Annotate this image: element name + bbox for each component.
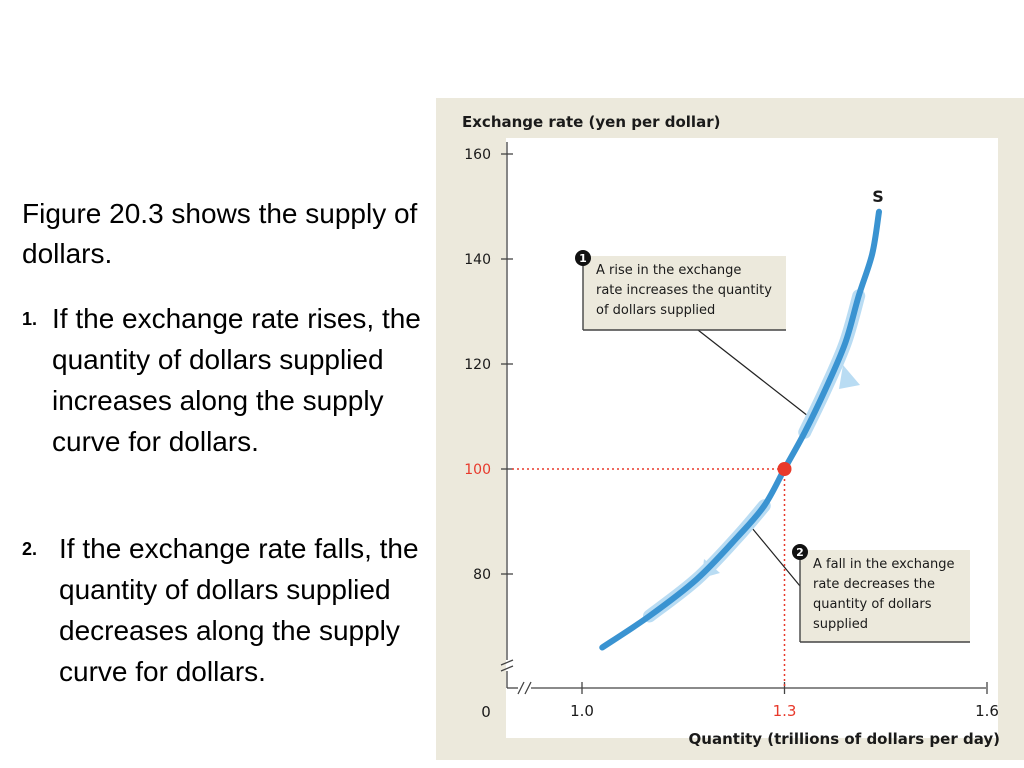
callout-text-line: A fall in the exchange (813, 557, 954, 572)
chart-panel: Exchange rate (yen per dollar) Quantity … (436, 98, 1024, 760)
supply-curve-label: S (872, 187, 884, 206)
y-axis-break (500, 659, 514, 672)
callout-text-line: rate increases the quantity (596, 283, 772, 298)
supply-curve-chart: Exchange rate (yen per dollar) Quantity … (462, 113, 1000, 748)
callout-number: 1 (579, 252, 587, 265)
rise-arrow-head (839, 365, 860, 389)
callout-text-line: supplied (813, 617, 868, 632)
callout-box (800, 550, 970, 642)
y-tick-label: 140 (464, 252, 491, 268)
x-tick-label: 1.6 (975, 702, 999, 720)
callout-number-badge (792, 544, 808, 560)
x-axis-label: Quantity (trillions of dollars per day) (689, 730, 1000, 748)
callout-text-line: quantity of dollars (813, 597, 932, 612)
x-axis-break (517, 681, 532, 695)
callout-leader (697, 329, 809, 417)
point-number: 1. (22, 309, 38, 329)
equilibrium-point (777, 462, 792, 476)
supply-curve-line (599, 208, 882, 651)
slide-text: Figure 20.3 shows the supply of dollars.… (22, 194, 422, 687)
point-number: 2. (22, 539, 38, 559)
callout-rise: 1 A rise in the exchange rate increases th… (575, 250, 809, 417)
callout-box (583, 256, 786, 330)
x-tick-label: 1.0 (570, 702, 594, 720)
callout-text-line: of dollars supplied (596, 303, 715, 318)
y-tick-label: 100 (464, 462, 491, 478)
callout-text-line: A rise in the exchange (596, 263, 741, 278)
callout-leader (751, 527, 801, 587)
point-text: If the exchange rate falls, the quantity… (59, 533, 419, 687)
callout-number: 2 (796, 546, 804, 559)
y-tick-label: 80 (473, 567, 491, 583)
callout-text-line: rate decreases the (813, 577, 935, 592)
series-layer: S (599, 187, 884, 651)
guide-lines (512, 468, 786, 688)
plot-area (506, 138, 998, 738)
callout-number-badge (575, 250, 591, 266)
callouts: 1 A rise in the exchange rate increases th… (575, 250, 970, 643)
y-tick-label: 160 (464, 147, 491, 163)
callout-fall: 2 A fall in the exchange rate decreases th… (751, 527, 970, 643)
x-tick-label: 1.3 (773, 702, 797, 720)
y-axis-label: Exchange rate (yen per dollar) (462, 113, 720, 131)
point-text: If the exchange rate rises, the quantity… (52, 303, 421, 457)
intro-text: Figure 20.3 shows the supply of dollars. (22, 198, 418, 269)
x-origin-label: 0 (481, 703, 491, 721)
y-tick-label: 120 (464, 357, 491, 373)
